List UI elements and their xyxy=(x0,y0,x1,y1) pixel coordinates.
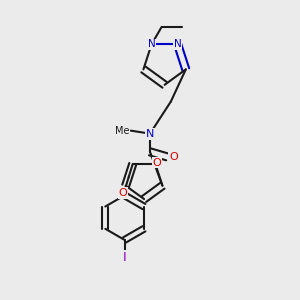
Text: O: O xyxy=(169,152,178,162)
Text: Me: Me xyxy=(115,126,129,136)
Text: I: I xyxy=(123,251,127,264)
Text: O: O xyxy=(119,188,128,198)
Text: N: N xyxy=(146,129,154,139)
Text: N: N xyxy=(148,40,155,50)
Text: O: O xyxy=(152,158,161,168)
Text: N: N xyxy=(174,40,182,50)
